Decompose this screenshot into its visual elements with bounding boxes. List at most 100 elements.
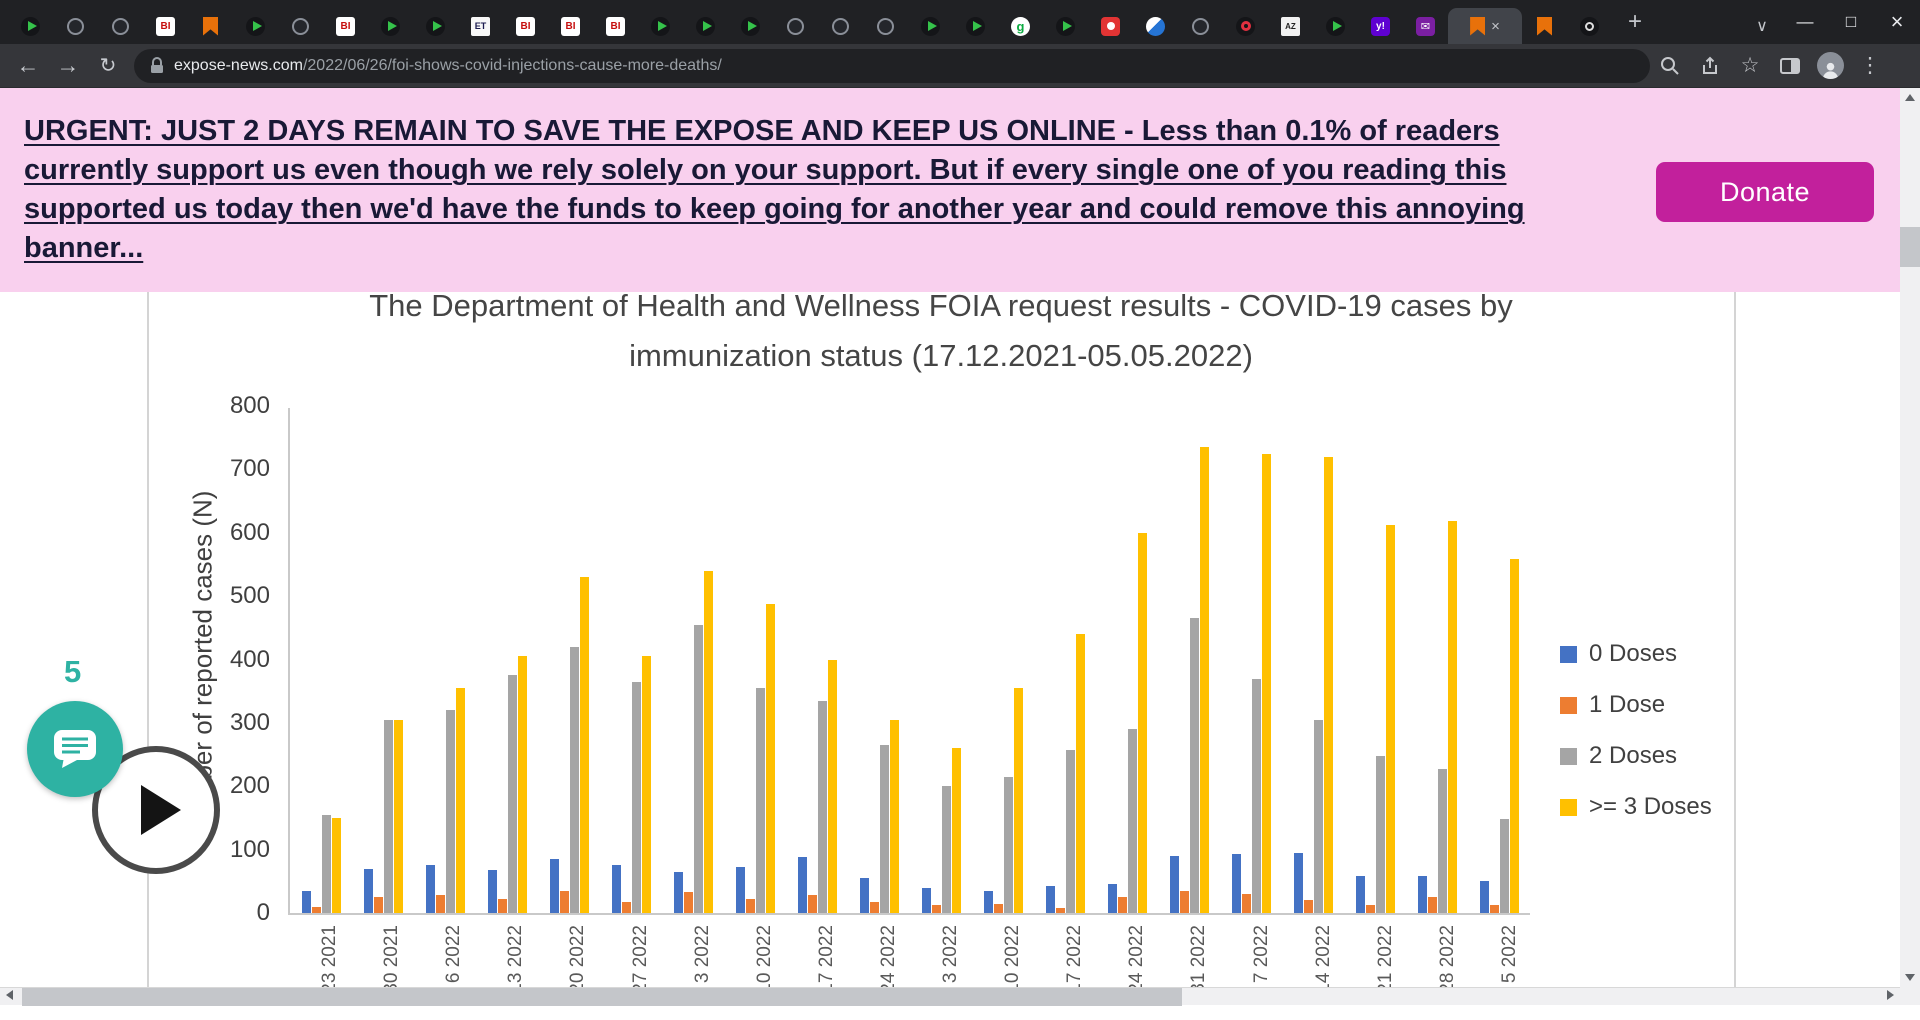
profile-avatar[interactable] <box>1810 52 1850 79</box>
browser-tab-20[interactable] <box>908 8 953 44</box>
browser-tab-10[interactable]: ET <box>458 8 503 44</box>
play-favicon <box>921 16 940 36</box>
new-tab-button[interactable]: + <box>1627 8 1642 35</box>
scroll-down-arrow[interactable] <box>1905 974 1915 981</box>
play-triangle <box>252 21 262 31</box>
browser-tab-4[interactable] <box>188 8 233 44</box>
bar-1-dose <box>373 897 383 913</box>
legend-label: 2 Doses <box>1589 742 1678 769</box>
browser-tab-23[interactable] <box>1043 8 1088 44</box>
bar-group <box>600 408 662 913</box>
browser-tab-9[interactable] <box>413 8 458 44</box>
bar-0-doses <box>301 890 311 913</box>
bar-0-doses <box>1045 886 1055 913</box>
mail-favicon: ✉ <box>1416 16 1435 36</box>
browser-tab-30[interactable]: y! <box>1358 8 1403 44</box>
browser-tab-22[interactable]: g <box>998 8 1043 44</box>
scroll-left-arrow[interactable] <box>6 990 13 1000</box>
browser-tab-29[interactable] <box>1313 8 1358 44</box>
bar-group <box>414 408 476 913</box>
browser-tab-31[interactable]: ✉ <box>1403 8 1448 44</box>
browser-tab-15[interactable] <box>683 8 728 44</box>
bar-1-dose <box>1241 894 1251 913</box>
browser-tab-7[interactable]: BI <box>323 8 368 44</box>
bi-favicon: BI <box>336 16 355 36</box>
window-maximize-button[interactable]: □ <box>1845 12 1857 31</box>
browser-tab-24[interactable] <box>1088 8 1133 44</box>
banner-message-link[interactable]: URGENT: JUST 2 DAYS REMAIN TO SAVE THE E… <box>24 115 1525 264</box>
x-tick-label: r 7 2022 <box>1250 925 1272 987</box>
browser-tab-34[interactable] <box>1567 8 1612 44</box>
browser-tab-0[interactable] <box>8 8 53 44</box>
bar-0-doses <box>611 865 621 913</box>
globe-favicon <box>1192 17 1209 35</box>
bar-2-doses <box>755 688 765 913</box>
browser-tab-6[interactable] <box>278 8 323 44</box>
bar-2-doses <box>1313 719 1323 913</box>
forward-button[interactable]: → <box>56 52 80 78</box>
tab-search-chevron-icon[interactable]: ∨ <box>1756 18 1768 35</box>
horizontal-scroll-thumb[interactable] <box>22 988 1182 1006</box>
x-axis-labels: 23 2021 30 2021 n 6 2022 13 2022 20 2022 27 2… <box>288 921 1530 987</box>
window-close-button[interactable]: × <box>1890 9 1904 34</box>
flag-favicon <box>1537 16 1552 36</box>
browser-tab-1[interactable] <box>53 8 98 44</box>
browser-tab-13[interactable]: BI <box>593 8 638 44</box>
browser-tab-12[interactable]: BI <box>548 8 593 44</box>
browser-tab-33[interactable] <box>1522 8 1567 44</box>
scroll-right-arrow[interactable] <box>1887 990 1894 1000</box>
side-panel-icon[interactable] <box>1770 57 1810 74</box>
bookmark-star-icon[interactable]: ☆ <box>1740 54 1760 77</box>
globe-favicon <box>877 17 894 35</box>
reload-button[interactable]: ↻ <box>99 54 117 77</box>
tab-close-icon[interactable]: × <box>1491 17 1500 35</box>
menu-dots-icon[interactable]: ⋮ <box>1859 54 1881 77</box>
browser-tab-5[interactable] <box>233 8 278 44</box>
zoom-icon[interactable] <box>1650 56 1690 76</box>
address-bar[interactable]: expose-news.com/2022/06/26/foi-shows-cov… <box>134 48 1650 83</box>
browser-tab-27[interactable] <box>1223 8 1268 44</box>
y-tick-label: 0 <box>256 899 270 926</box>
active-browser-tab[interactable]: × <box>1448 8 1522 44</box>
share-icon[interactable] <box>1690 56 1730 76</box>
bi-favicon: BI <box>156 16 175 36</box>
bar-0-doses <box>1417 876 1427 913</box>
video-play-button[interactable] <box>92 746 220 874</box>
browser-tab-2[interactable] <box>98 8 143 44</box>
bar-2-doses <box>1003 776 1013 913</box>
browser-tab-25[interactable] <box>1133 8 1178 44</box>
browser-tab-19[interactable] <box>863 8 908 44</box>
window-minimize-button[interactable]: — <box>1796 12 1814 31</box>
redperson-favicon <box>1101 16 1120 36</box>
bar-2-doses <box>507 675 517 913</box>
chat-widget-button[interactable] <box>27 701 123 797</box>
bar-1-dose <box>1117 897 1127 913</box>
bar-1-dose <box>1055 907 1065 913</box>
browser-tab-11[interactable]: BI <box>503 8 548 44</box>
play-triangle <box>432 21 442 31</box>
browser-tab-16[interactable] <box>728 8 773 44</box>
browser-tab-8[interactable] <box>368 8 413 44</box>
browser-tab-26[interactable] <box>1178 8 1223 44</box>
bar--3-doses <box>393 719 403 913</box>
browser-tab-17[interactable] <box>773 8 818 44</box>
browser-tab-14[interactable] <box>638 8 683 44</box>
play-favicon <box>741 16 760 36</box>
browser-tab-21[interactable] <box>953 8 998 44</box>
bar-group <box>290 408 352 913</box>
bar--3-doses <box>455 688 465 913</box>
browser-tab-3[interactable]: BI <box>143 8 188 44</box>
play-triangle <box>1062 21 1072 31</box>
x-tick-label: b 3 2022 <box>691 925 713 987</box>
browser-tab-28[interactable]: AZ <box>1268 8 1313 44</box>
scroll-up-arrow[interactable] <box>1905 94 1915 101</box>
bar-0-doses <box>1479 881 1489 913</box>
donate-button[interactable]: Donate <box>1656 162 1874 222</box>
browser-tab-18[interactable] <box>818 8 863 44</box>
scrollbar-corner <box>1900 987 1920 1005</box>
x-tick-label: 21 2022 <box>1374 925 1396 987</box>
bar-1-dose <box>931 904 941 913</box>
play-triangle <box>927 21 937 31</box>
vertical-scroll-thumb[interactable] <box>1900 227 1920 267</box>
back-button[interactable]: ← <box>16 52 40 78</box>
